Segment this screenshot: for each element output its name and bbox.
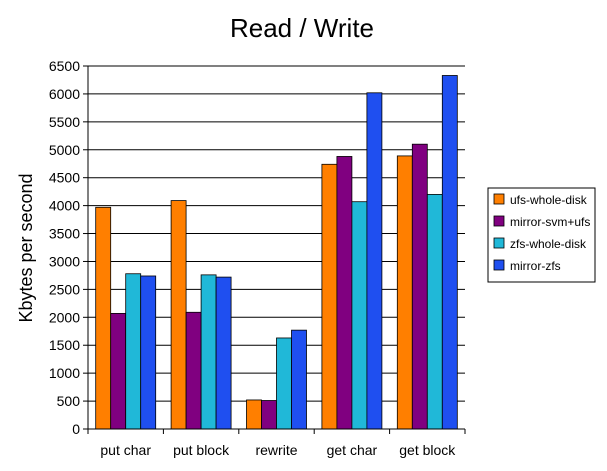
legend-label: mirror-svm+ufs	[510, 215, 590, 229]
y-tick-label: 3000	[49, 253, 80, 269]
bar	[276, 337, 292, 430]
y-axis-label: Kbytes per second	[16, 173, 36, 322]
x-tick-label: put block	[173, 442, 230, 458]
bar	[200, 274, 217, 430]
legend-swatch	[493, 259, 505, 271]
y-tick-label: 2500	[49, 281, 80, 297]
y-tick-label: 6000	[49, 86, 80, 102]
bar	[291, 329, 307, 430]
y-tick-label: 1000	[49, 365, 80, 381]
bar	[261, 400, 277, 430]
legend-box	[487, 187, 596, 283]
bar	[170, 200, 187, 430]
axes	[83, 65, 466, 434]
y-tick-label: 1500	[49, 337, 80, 353]
legend-swatch	[493, 193, 505, 205]
legend-label: ufs-whole-disk	[510, 193, 588, 207]
legend-swatch	[493, 237, 505, 249]
bar	[351, 201, 368, 430]
y-tick-label: 5000	[49, 142, 80, 158]
bar	[426, 194, 443, 430]
y-tick-label: 2000	[49, 309, 80, 325]
bar	[441, 75, 458, 430]
legend-label: mirror-zfs	[510, 259, 561, 273]
y-tick-label: 4500	[49, 170, 80, 186]
bar	[246, 399, 262, 430]
bar	[125, 273, 142, 430]
y-tick-label: 4000	[49, 198, 80, 214]
bar	[110, 312, 127, 430]
legend-swatch	[493, 215, 505, 227]
bar	[321, 163, 338, 430]
bar	[366, 92, 383, 430]
x-tick-label: get char	[327, 442, 378, 458]
bar	[140, 275, 157, 430]
x-tick-label: get block	[399, 442, 456, 458]
y-tick-label: 0	[72, 421, 80, 437]
x-tick-label: rewrite	[255, 442, 297, 458]
y-tick-label: 500	[57, 393, 81, 409]
bar	[396, 155, 413, 430]
chart-title: Read / Write	[230, 13, 374, 43]
y-tick-label: 6500	[49, 58, 80, 74]
bar	[185, 311, 202, 430]
x-tick-labels: put char put block rewrite get char get bloc…	[100, 442, 456, 458]
legend-label: zfs-whole-disk	[510, 237, 587, 251]
bars	[95, 75, 458, 430]
y-tick-label: 5500	[49, 114, 80, 130]
legend: ufs-whole-disk mirror-svm+ufs zfs-whole-di…	[487, 187, 596, 283]
bar	[215, 276, 232, 430]
bar	[336, 156, 353, 430]
y-tick-labels: 0 500 1000 1500 2000 2500 3000 3500 4000 4500 5000…	[49, 58, 80, 437]
bar	[411, 143, 428, 430]
bar	[95, 206, 112, 430]
x-tick-label: put char	[100, 442, 151, 458]
y-tick-label: 3500	[49, 226, 80, 242]
